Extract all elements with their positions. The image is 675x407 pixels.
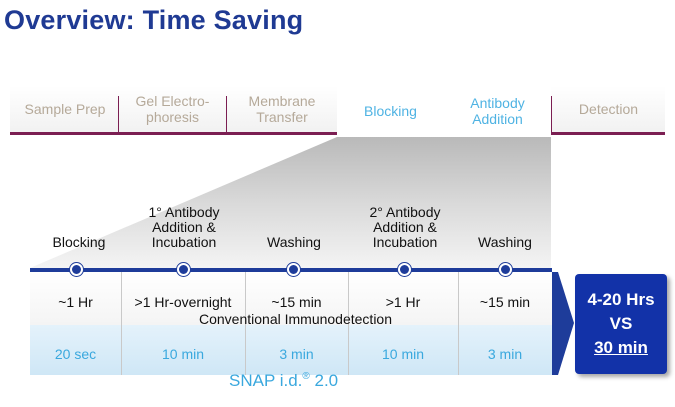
result-box: 4-20 Hrs VS 30 min	[575, 274, 667, 374]
step-label-washing: Washing	[457, 235, 553, 250]
snap-product-name: SNAP i.d.	[229, 371, 303, 390]
column-divider	[245, 272, 246, 375]
funnel-shape	[30, 137, 551, 268]
tab-label: Detection	[578, 101, 639, 117]
tab-divider	[118, 96, 119, 132]
column-divider	[458, 272, 459, 375]
tab-label-line2: Addition	[472, 111, 523, 127]
snap-time: 10 min	[161, 346, 205, 362]
tab-gel-electrophoresis: Gel Electro- phoresis	[119, 86, 226, 132]
conventional-band	[30, 272, 552, 325]
step-label-primary-antibody: 1° Antibody Addition & Incubation	[122, 205, 246, 250]
step-label-washing: Washing	[246, 235, 342, 250]
tab-label-line2: Transfer	[256, 109, 308, 125]
step-label-line: 2° Antibody	[369, 204, 441, 220]
conventional-time: >1 Hr	[385, 294, 421, 310]
timeline-dot	[70, 263, 83, 276]
snap-time: 10 min	[381, 346, 425, 362]
snap-product-version: 2.0	[309, 371, 339, 390]
step-label-blocking: Blocking	[30, 235, 128, 250]
column-divider	[348, 272, 349, 375]
step-label-line: Incubation	[372, 234, 438, 250]
step-label-line: 1° Antibody	[148, 204, 220, 220]
conventional-time: ~1 Hr	[58, 294, 93, 310]
timeline-dot	[499, 263, 512, 276]
snap-product-label: SNAP i.d.® 2.0	[229, 371, 338, 391]
timeline-dot	[287, 263, 300, 276]
result-snap: 30 min	[594, 338, 648, 357]
snap-time: 3 min	[279, 346, 314, 362]
step-label-secondary-antibody: 2° Antibody Addition & Incubation	[345, 205, 465, 250]
conventional-time: ~15 min	[479, 294, 531, 310]
conventional-label: Conventional Immunodetection	[199, 311, 393, 327]
result-vs: VS	[609, 314, 633, 333]
tab-label-line1: Membrane	[248, 93, 316, 109]
timeline-dot	[398, 263, 411, 276]
timeline-dot	[177, 263, 190, 276]
tab-label-line2: phoresis	[146, 109, 199, 125]
snap-time: 3 min	[487, 346, 523, 362]
tab-detection: Detection	[552, 86, 665, 132]
result-conventional: 4-20 Hrs	[587, 290, 655, 309]
page-title: Overview: Time Saving	[4, 5, 304, 35]
step-label-line: Incubation	[151, 234, 217, 250]
tab-label: Sample Prep	[24, 101, 106, 117]
column-divider	[121, 272, 122, 375]
tab-divider	[551, 96, 552, 132]
tab-antibody-addition: Antibody Addition	[444, 86, 551, 136]
chevron-arrow-icon	[552, 272, 574, 375]
snap-time: 20 sec	[54, 346, 97, 362]
step-label-line: Washing	[478, 234, 532, 250]
step-label-line: Addition &	[373, 219, 437, 235]
registered-mark: ®	[302, 371, 310, 382]
tab-label-line1: Antibody	[470, 95, 525, 111]
step-label-line: Washing	[267, 234, 321, 250]
tab-sample-prep: Sample Prep	[12, 86, 118, 132]
tab-blocking: Blocking	[337, 86, 444, 136]
step-label-line: Addition &	[152, 219, 216, 235]
conventional-time: ~15 min	[271, 294, 322, 310]
snap-band	[30, 325, 552, 375]
step-label-line: Blocking	[52, 234, 106, 250]
tab-label-line1: Gel Electro-	[135, 93, 210, 109]
tab-divider	[226, 96, 227, 132]
conventional-time: >1 Hr-overnight	[134, 294, 232, 310]
tab-label: Blocking	[364, 103, 417, 119]
tab-membrane-transfer: Membrane Transfer	[227, 86, 337, 132]
